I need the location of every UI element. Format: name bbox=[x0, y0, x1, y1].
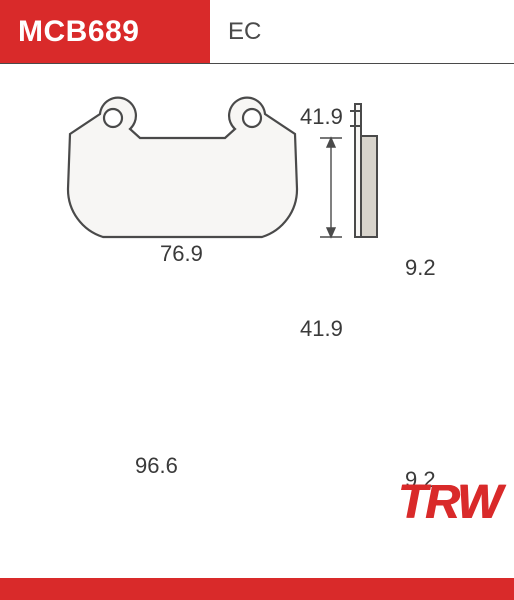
brand-logo: TRW bbox=[398, 475, 500, 530]
brand-text: TRW bbox=[398, 476, 500, 529]
part-number-cell: MCB689 bbox=[0, 0, 210, 63]
dim-bottom-width-label: 96.6 bbox=[135, 453, 178, 479]
dim-bottom-height-label: 41.9 bbox=[300, 316, 343, 342]
header: MCB689 EC bbox=[0, 0, 514, 64]
dim-top-height-label: 41.9 bbox=[300, 104, 343, 130]
part-number: MCB689 bbox=[18, 15, 139, 49]
dim-top-height bbox=[320, 138, 342, 237]
dim-top-thick-label: 9.2 bbox=[405, 255, 436, 281]
grade-cell: EC bbox=[210, 0, 514, 63]
dim-top-width-label: 76.9 bbox=[160, 241, 203, 267]
footer-bar bbox=[0, 578, 514, 600]
top-pad-front bbox=[68, 98, 297, 237]
grade-label: EC bbox=[228, 18, 261, 46]
page-root: MCB689 EC bbox=[0, 0, 514, 600]
top-pad-side bbox=[350, 104, 377, 237]
